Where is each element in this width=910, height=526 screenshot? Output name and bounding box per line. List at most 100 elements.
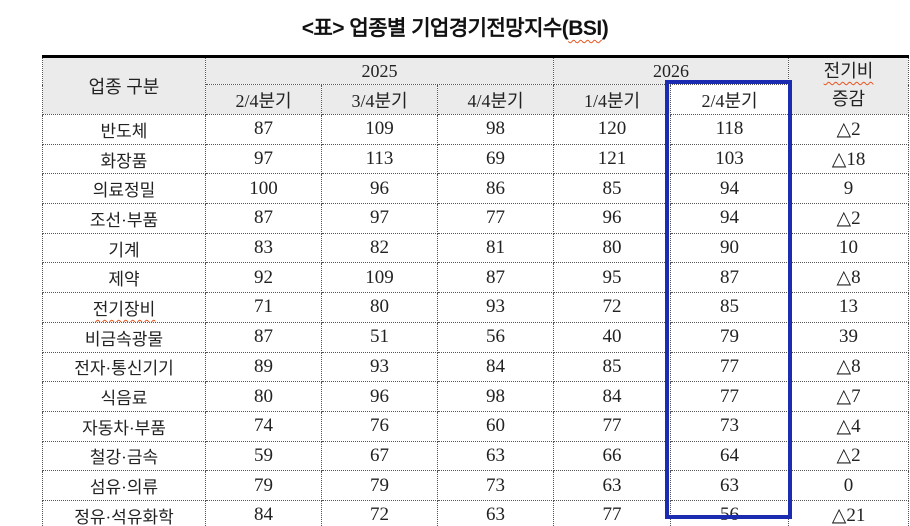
cell-value: 87 — [205, 114, 322, 145]
header-group: 업종 구분 — [42, 56, 206, 115]
cell-value: 121 — [553, 143, 672, 175]
cell-value: 98 — [436, 381, 555, 412]
cell-value: 96 — [321, 381, 438, 412]
cell-value: 93 — [436, 292, 555, 323]
header-quarter: 1/4분기 — [553, 84, 672, 115]
cell-value: △2 — [788, 114, 910, 145]
cell-value: 10 — [788, 232, 910, 264]
cell-value: 95 — [553, 262, 672, 294]
table-row: 자동차·부품 74 76 60 77 73 △4 — [42, 410, 910, 442]
cell-value: 85 — [553, 351, 672, 383]
header-quarter: 2/4분기 — [670, 84, 790, 115]
table-row: 비금속광물 87 51 56 40 79 39 — [42, 321, 910, 353]
cell-value: △4 — [788, 410, 910, 442]
cell-value: 0 — [788, 470, 910, 501]
cell-value: 76 — [321, 410, 438, 442]
cell-value: 96 — [553, 203, 672, 234]
title-close-paren: ) — [601, 17, 609, 40]
cell-value: △8 — [788, 351, 910, 383]
cell-value: 97 — [205, 143, 322, 175]
cell-value: 63 — [436, 440, 555, 472]
table-row: 기계 83 82 81 80 90 10 — [42, 232, 910, 264]
row-label: 반도체 — [42, 114, 206, 145]
cell-value: 84 — [553, 381, 672, 412]
cell-value: 92 — [205, 262, 322, 294]
cell-value: 87 — [205, 203, 322, 234]
cell-value: 103 — [670, 143, 790, 175]
cell-value: 100 — [205, 173, 322, 205]
row-label: 자동차·부품 — [42, 410, 206, 442]
cell-value: 77 — [553, 410, 672, 442]
header-year-2025: 2025 — [204, 56, 555, 85]
cell-value: 67 — [321, 440, 438, 472]
cell-value: 63 — [553, 470, 672, 501]
cell-value: 98 — [436, 114, 555, 145]
cell-value: △2 — [788, 440, 910, 472]
cell-value: 69 — [436, 143, 555, 175]
cell-value: 79 — [670, 321, 790, 353]
cell-value: 39 — [788, 321, 910, 353]
table-row: 식음료 80 96 98 84 77 △7 — [42, 381, 910, 412]
cell-value: 94 — [670, 173, 790, 205]
table-row: 화장품 97 113 69 121 103 △18 — [42, 143, 910, 175]
cell-value: 93 — [321, 351, 438, 383]
cell-value: 97 — [321, 203, 438, 234]
page-title: <표> 업종별 기업경기전망지수(BSI) — [0, 12, 910, 42]
cell-value: 81 — [436, 232, 555, 264]
cell-value: 120 — [553, 114, 672, 145]
cell-value: 87 — [205, 321, 322, 353]
cell-value: 84 — [205, 499, 322, 526]
cell-value: △7 — [788, 381, 910, 412]
cell-value: 79 — [205, 470, 322, 501]
cell-value: 77 — [436, 203, 555, 234]
cell-value: △8 — [788, 262, 910, 294]
header-change-line1: 전기비 — [823, 61, 874, 82]
table-row: 전기장비 71 80 93 72 85 13 — [42, 292, 910, 323]
table-row: 철강·금속 59 67 63 66 64 △2 — [42, 440, 910, 472]
table-row: 제약 92 109 87 95 87 △8 — [42, 262, 910, 294]
cell-value: △18 — [788, 143, 910, 175]
cell-value: 90 — [670, 232, 790, 264]
cell-value: 82 — [321, 232, 438, 264]
row-label: 정유·석유화학 — [42, 499, 206, 526]
cell-value: 13 — [788, 292, 910, 323]
cell-value: 113 — [321, 143, 438, 175]
table-row: 섬유·의류 79 79 73 63 63 0 — [42, 470, 910, 501]
cell-value: 118 — [670, 114, 790, 145]
cell-value: 83 — [205, 232, 322, 264]
row-label: 식음료 — [42, 381, 206, 412]
cell-value: 9 — [788, 173, 910, 205]
cell-value: 89 — [205, 351, 322, 383]
table-row: 정유·석유화학 84 72 63 77 56 △21 — [42, 499, 910, 526]
cell-value: 87 — [436, 262, 555, 294]
cell-value: 74 — [205, 410, 322, 442]
cell-value: 51 — [321, 321, 438, 353]
cell-value: 63 — [670, 470, 790, 501]
cell-value: △2 — [788, 203, 910, 234]
row-label: 조선·부품 — [42, 203, 206, 234]
row-label: 전자·통신기기 — [42, 351, 206, 383]
cell-value: 80 — [205, 381, 322, 412]
cell-value: 59 — [205, 440, 322, 472]
cell-value: 109 — [321, 114, 438, 145]
cell-value: 80 — [321, 292, 438, 323]
row-label: 비금속광물 — [42, 321, 206, 353]
cell-value: 56 — [670, 499, 790, 526]
header-year-2026: 2026 — [553, 56, 790, 85]
cell-value: 79 — [321, 470, 438, 501]
header-change-line2: 증감 — [831, 89, 866, 109]
header-quarter: 3/4분기 — [321, 84, 438, 115]
title-text: <표> 업종별 기업경기전망지수( — [301, 17, 569, 40]
title-bsi-text: BSI — [568, 17, 602, 40]
cell-value: 80 — [553, 232, 672, 264]
table-row: 조선·부품 87 97 77 96 94 △2 — [42, 203, 910, 234]
cell-value: 40 — [553, 321, 672, 353]
cell-value: 84 — [436, 351, 555, 383]
cell-value: 85 — [670, 292, 790, 323]
cell-value: 77 — [670, 351, 790, 383]
cell-value: 73 — [436, 470, 555, 501]
cell-value: 87 — [670, 262, 790, 294]
header-quarter: 4/4분기 — [436, 84, 555, 115]
row-label: 기계 — [42, 232, 206, 264]
